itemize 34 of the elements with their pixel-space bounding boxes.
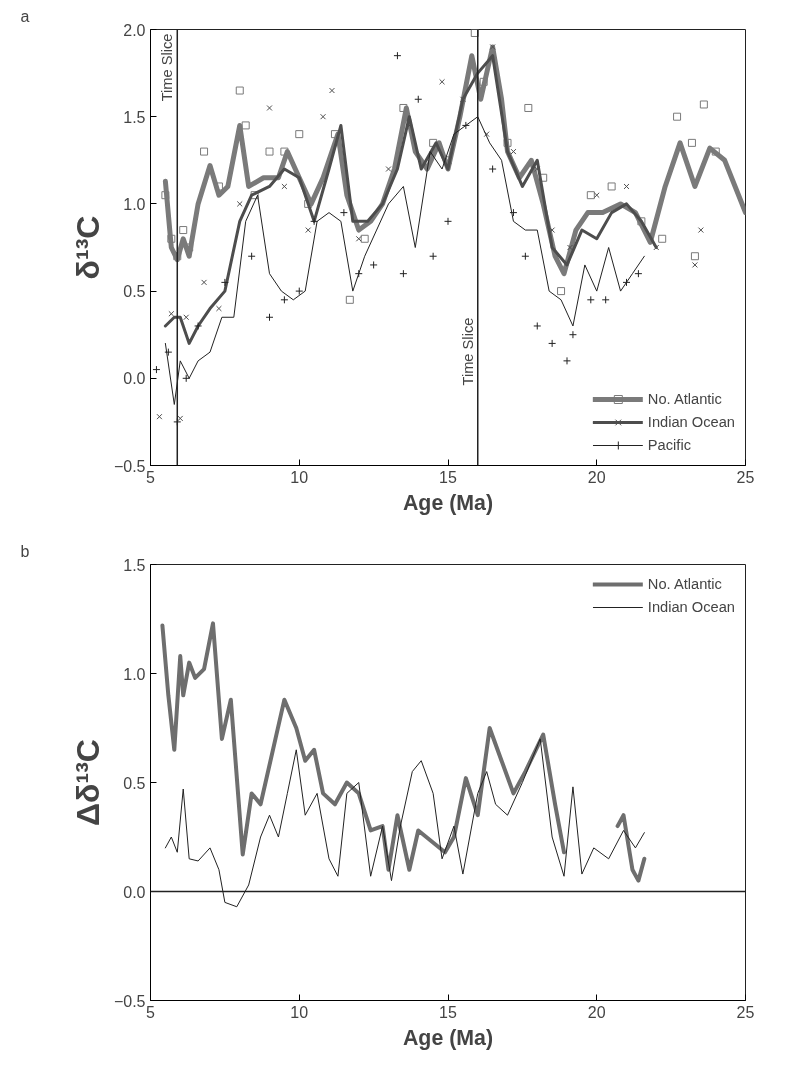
x-tick-label: 15 xyxy=(439,1003,457,1021)
y-tick-label: 1.0 xyxy=(123,195,146,213)
y-tick-label: 0.5 xyxy=(123,283,146,301)
y-tick-label: 0.0 xyxy=(123,883,146,901)
legend-label: No. Atlantic xyxy=(647,391,722,407)
x-axis-title: Age (Ma) xyxy=(402,1025,494,1050)
legend-label: Indian Ocean xyxy=(647,414,735,430)
y-tick-label: −0.5 xyxy=(113,457,146,475)
y-axis-title: Δδ¹³C xyxy=(69,739,106,826)
text: b xyxy=(20,542,30,560)
x-tick-label: 10 xyxy=(290,468,309,486)
x-tick-label: 15 xyxy=(439,468,457,486)
x-tick-label: 10 xyxy=(290,1003,309,1021)
legend-label: Pacific xyxy=(647,437,691,453)
y-tick-label: 2.0 xyxy=(123,21,146,39)
ref-line-label: Time Slice xyxy=(459,317,476,386)
y-tick-label: 0.5 xyxy=(123,774,146,792)
ref-line-label: Time Slice xyxy=(159,33,176,102)
x-tick-label: 25 xyxy=(736,468,755,486)
y-tick-label: 1.0 xyxy=(123,665,146,683)
x-tick-label: 20 xyxy=(587,1003,606,1021)
y-tick-label: 1.5 xyxy=(123,556,146,574)
x-tick-label: 25 xyxy=(736,1003,755,1021)
x-tick-label: 5 xyxy=(146,468,156,486)
y-tick-label: −0.5 xyxy=(113,992,146,1010)
x-tick-label: 20 xyxy=(587,468,606,486)
y-axis-title: δ¹³C xyxy=(69,215,106,280)
x-axis-title: Age (Ma) xyxy=(402,490,494,515)
x-tick-label: 5 xyxy=(146,1003,156,1021)
y-tick-label: 1.5 xyxy=(123,108,146,126)
y-tick-label: 0.0 xyxy=(123,370,146,388)
legend-label: Indian Ocean xyxy=(647,599,735,615)
legend-label: No. Atlantic xyxy=(647,576,722,592)
text: a xyxy=(20,7,30,25)
